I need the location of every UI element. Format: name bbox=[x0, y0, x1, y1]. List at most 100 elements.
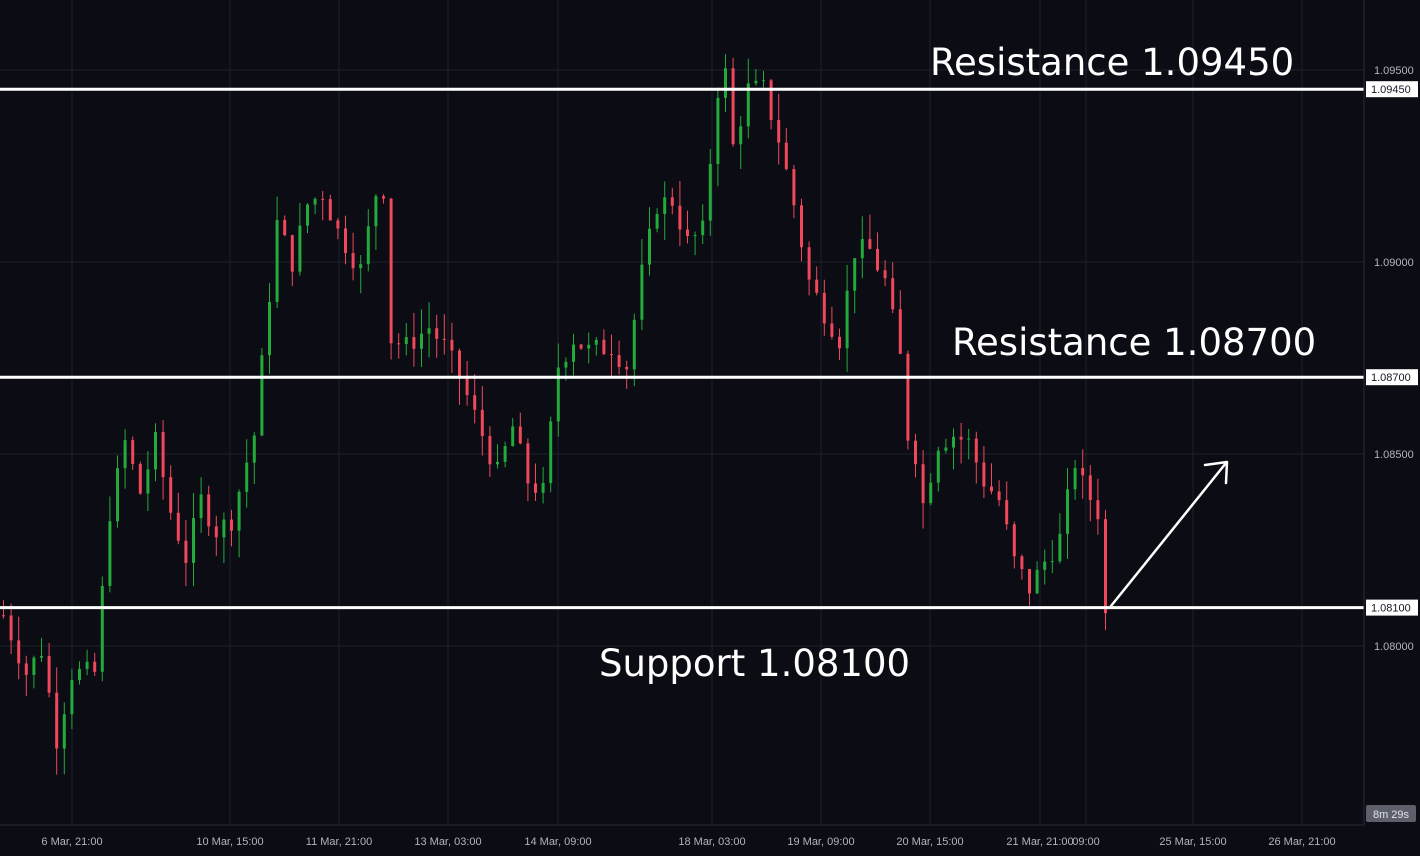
candle-bearish bbox=[450, 339, 454, 351]
candle-bullish bbox=[420, 333, 423, 349]
time-tick-label: 26 Mar, 21:00 bbox=[1268, 836, 1335, 848]
candle-bullish bbox=[663, 197, 667, 214]
time-tick-label: 14 Mar, 09:00 bbox=[524, 836, 591, 848]
candle-bearish bbox=[382, 196, 385, 199]
candle-bearish bbox=[161, 431, 165, 478]
candle-bearish bbox=[769, 80, 773, 121]
candle-bearish bbox=[534, 483, 537, 493]
candle-bearish bbox=[1028, 569, 1031, 594]
candle-bearish bbox=[830, 323, 834, 337]
candle-bullish bbox=[108, 521, 112, 586]
candle-bullish bbox=[85, 661, 89, 669]
candle-bearish bbox=[1012, 524, 1016, 557]
candle-bullish bbox=[564, 361, 568, 368]
candle-bearish bbox=[921, 464, 925, 504]
time-tick-label: 13 Mar, 03:00 bbox=[414, 836, 481, 848]
candle-bullish bbox=[929, 482, 933, 504]
candle-bullish bbox=[123, 440, 127, 469]
candle-bearish bbox=[389, 198, 393, 344]
time-tick-label: 25 Mar, 15:00 bbox=[1159, 836, 1226, 848]
candle-bullish bbox=[952, 436, 955, 448]
candle-bearish bbox=[800, 205, 803, 248]
candle-bullish bbox=[496, 461, 499, 465]
candle-bearish bbox=[214, 526, 218, 538]
price-tick-label: 1.09500 bbox=[1374, 65, 1414, 77]
candle-bearish bbox=[24, 663, 28, 675]
candle-bullish bbox=[237, 491, 241, 531]
candle-bullish bbox=[1043, 561, 1047, 570]
candlesticks bbox=[2, 54, 1107, 775]
candle-bullish bbox=[245, 462, 249, 492]
candle-bullish bbox=[70, 680, 74, 715]
candle-bullish bbox=[78, 668, 81, 681]
candle-bullish bbox=[146, 469, 150, 494]
candle-bullish bbox=[100, 585, 104, 672]
candle-bullish bbox=[192, 518, 195, 563]
candle-bearish bbox=[891, 278, 895, 310]
candle-bullish bbox=[366, 226, 370, 265]
candle-bearish bbox=[328, 199, 332, 221]
candle-bullish bbox=[252, 435, 256, 463]
time-tick-label: 19 Mar, 09:00 bbox=[787, 836, 854, 848]
candle-bullish bbox=[587, 344, 591, 349]
candle-bearish bbox=[176, 512, 180, 541]
candle-bullish bbox=[40, 655, 43, 658]
candle-bullish bbox=[845, 290, 849, 349]
candle-bullish bbox=[268, 301, 271, 356]
candle-bullish bbox=[306, 204, 309, 226]
candle-bullish bbox=[404, 337, 408, 345]
candle-bearish bbox=[883, 270, 887, 279]
candle-bullish bbox=[298, 225, 302, 272]
candle-bullish bbox=[549, 421, 553, 484]
candle-bearish bbox=[526, 443, 530, 484]
candle-bullish bbox=[754, 80, 758, 84]
candle-bearish bbox=[990, 486, 993, 492]
candle-bearish bbox=[1104, 519, 1107, 614]
candle-bearish bbox=[974, 438, 978, 463]
candle-bullish bbox=[62, 714, 66, 749]
candle-bearish bbox=[412, 337, 416, 349]
candle-bearish bbox=[792, 169, 796, 206]
candle-bullish bbox=[724, 68, 727, 98]
candle-bearish bbox=[184, 540, 188, 563]
candle-bearish bbox=[442, 338, 446, 340]
candle-bearish bbox=[9, 615, 13, 641]
candle-bearish bbox=[731, 68, 735, 145]
candle-bullish bbox=[739, 126, 743, 145]
candle-bullish bbox=[708, 164, 712, 221]
candle-bullish bbox=[1050, 561, 1054, 563]
candle-bullish bbox=[572, 344, 575, 362]
candle-bearish bbox=[397, 343, 401, 345]
candle-bearish bbox=[138, 463, 142, 494]
candle-bullish bbox=[594, 339, 598, 345]
level-tag-bg bbox=[1366, 369, 1418, 386]
price-axis[interactable]: 1.08000 1.08500 1.09000 1.09500 bbox=[1374, 65, 1414, 653]
candle-bearish bbox=[610, 354, 613, 356]
candle-bullish bbox=[1066, 489, 1069, 534]
candle-bullish bbox=[716, 97, 720, 165]
projection-arrow-icon bbox=[1109, 460, 1229, 608]
candle-bearish bbox=[914, 440, 917, 465]
candle-bearish bbox=[670, 197, 674, 206]
candle-bearish bbox=[488, 436, 492, 465]
price-tick-label: 1.08000 bbox=[1374, 641, 1414, 653]
candle-bullish bbox=[199, 494, 203, 519]
candle-bullish bbox=[359, 264, 363, 269]
time-tick-label: 20 Mar, 15:00 bbox=[896, 836, 963, 848]
candle-bearish bbox=[579, 344, 583, 349]
candle-bullish bbox=[541, 483, 545, 493]
candle-bearish bbox=[906, 353, 910, 441]
candle-bearish bbox=[784, 142, 788, 170]
time-axis[interactable]: 6 Mar, 21:00 10 Mar, 15:00 11 Mar, 21:00 13… bbox=[41, 836, 1335, 848]
level-tag-label: 1.09450 bbox=[1371, 84, 1411, 96]
candle-bearish bbox=[807, 247, 811, 280]
time-tick-label: 09:00 bbox=[1072, 836, 1100, 848]
candle-bearish bbox=[518, 426, 522, 444]
candle-bullish bbox=[762, 80, 765, 82]
candle-bullish bbox=[503, 446, 507, 462]
candle-bearish bbox=[458, 350, 461, 379]
candle-bullish bbox=[313, 198, 317, 205]
candle-bearish bbox=[17, 640, 21, 664]
